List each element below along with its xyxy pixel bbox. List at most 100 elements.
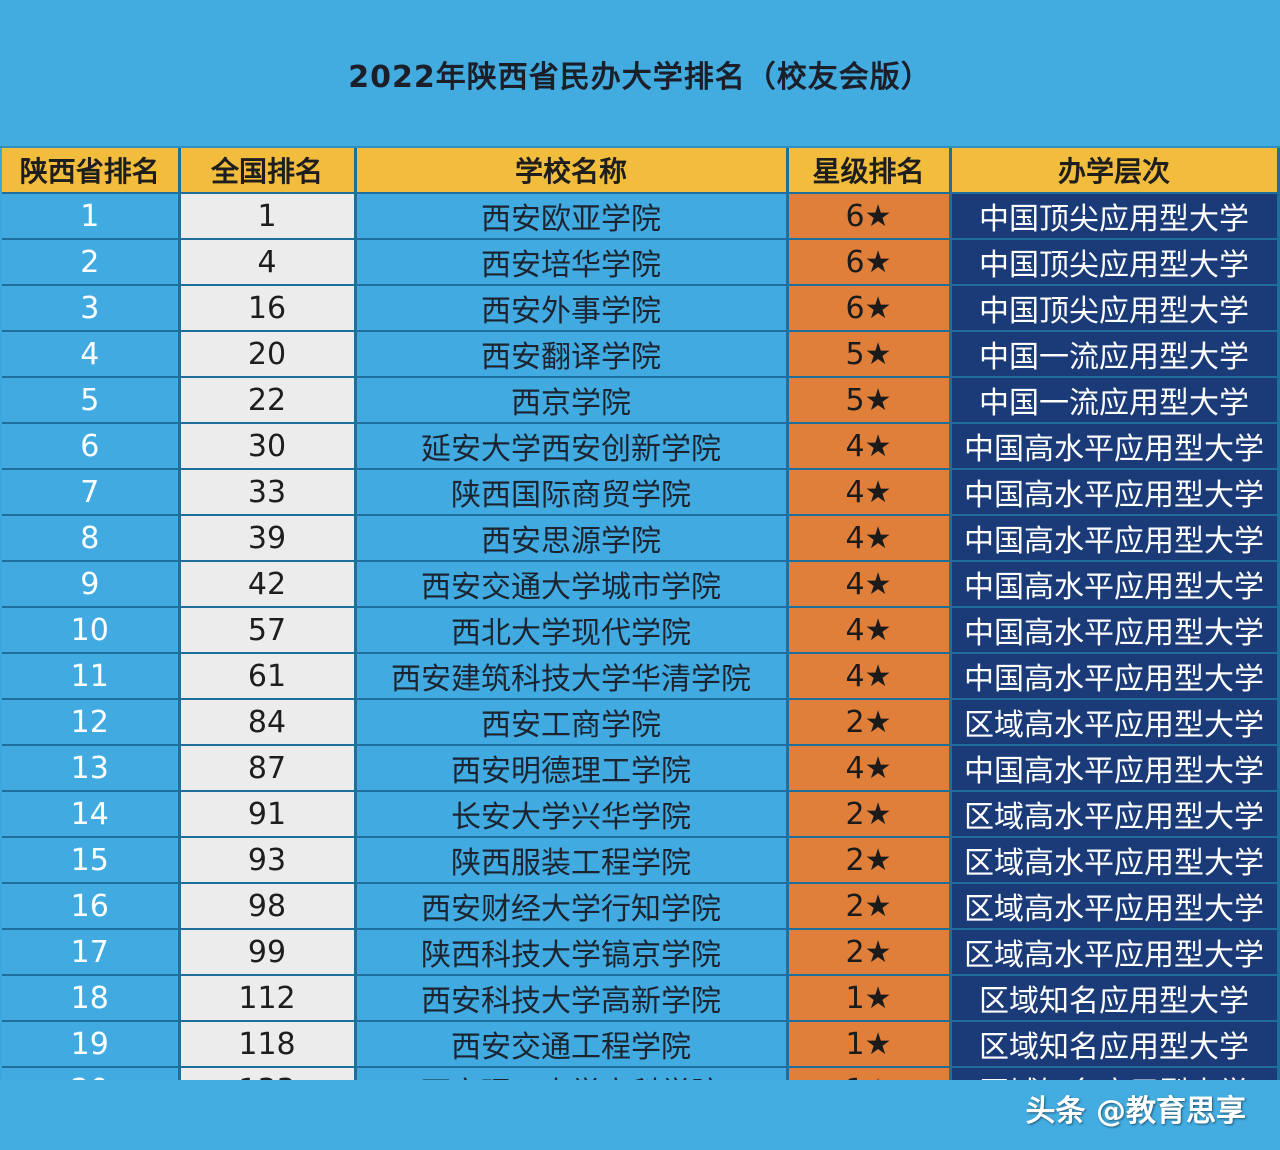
cell-level: 区域高水平应用型大学 [950, 791, 1280, 838]
table-row: 4 20 西安翻译学院 5★ 中国一流应用型大学 [2, 331, 1280, 378]
cell-level: 区域高水平应用型大学 [950, 699, 1280, 746]
cell-province-rank: 2 [2, 239, 181, 286]
cell-star-rank: 5★ [787, 331, 952, 378]
cell-star-rank: 2★ [787, 883, 952, 930]
cell-school-name: 陕西国际商贸学院 [355, 469, 789, 516]
table-row: 12 84 西安工商学院 2★ 区域高水平应用型大学 [2, 699, 1280, 746]
cell-national-rank: 16 [179, 285, 357, 332]
table-header: 陕西省排名 全国排名 学校名称 星级排名 办学层次 [2, 148, 1280, 194]
cell-level: 区域知名应用型大学 [950, 1021, 1280, 1068]
cell-school-name: 西安财经大学行知学院 [355, 883, 789, 930]
cell-level: 中国顶尖应用型大学 [950, 239, 1280, 286]
table-row: 17 99 陕西科技大学镐京学院 2★ 区域高水平应用型大学 [2, 929, 1280, 976]
cell-star-rank: 2★ [787, 929, 952, 976]
footer-band [0, 1080, 1280, 1150]
cell-province-rank: 17 [2, 929, 181, 976]
cell-school-name: 西安思源学院 [355, 515, 789, 562]
cell-star-rank: 6★ [787, 285, 952, 332]
cell-star-rank: 4★ [787, 561, 952, 608]
cell-province-rank: 19 [2, 1021, 181, 1068]
cell-province-rank: 5 [2, 377, 181, 424]
cell-level: 区域知名应用型大学 [950, 975, 1280, 1022]
cell-national-rank: 42 [179, 561, 357, 608]
cell-star-rank: 5★ [787, 377, 952, 424]
cell-star-rank: 4★ [787, 653, 952, 700]
cell-province-rank: 16 [2, 883, 181, 930]
table-row: 5 22 西京学院 5★ 中国一流应用型大学 [2, 377, 1280, 424]
cell-province-rank: 14 [2, 791, 181, 838]
cell-national-rank: 22 [179, 377, 357, 424]
cell-level: 中国高水平应用型大学 [950, 607, 1280, 654]
cell-national-rank: 118 [179, 1021, 357, 1068]
table-row: 18 112 西安科技大学高新学院 1★ 区域知名应用型大学 [2, 975, 1280, 1022]
cell-province-rank: 1 [2, 193, 181, 240]
cell-province-rank: 11 [2, 653, 181, 700]
cell-school-name: 西安交通工程学院 [355, 1021, 789, 1068]
cell-school-name: 延安大学西安创新学院 [355, 423, 789, 470]
cell-star-rank: 6★ [787, 239, 952, 286]
cell-school-name: 西安工商学院 [355, 699, 789, 746]
table-row: 7 33 陕西国际商贸学院 4★ 中国高水平应用型大学 [2, 469, 1280, 516]
cell-star-rank: 4★ [787, 515, 952, 562]
cell-star-rank: 2★ [787, 699, 952, 746]
cell-level: 中国顶尖应用型大学 [950, 193, 1280, 240]
cell-province-rank: 15 [2, 837, 181, 884]
cell-level: 中国高水平应用型大学 [950, 561, 1280, 608]
cell-national-rank: 84 [179, 699, 357, 746]
cell-level: 中国高水平应用型大学 [950, 745, 1280, 792]
cell-national-rank: 98 [179, 883, 357, 930]
table-row: 1 1 西安欧亚学院 6★ 中国顶尖应用型大学 [2, 193, 1280, 240]
table-row: 15 93 陕西服装工程学院 2★ 区域高水平应用型大学 [2, 837, 1280, 884]
cell-national-rank: 30 [179, 423, 357, 470]
cell-school-name: 西安交通大学城市学院 [355, 561, 789, 608]
header-national-rank: 全国排名 [179, 148, 357, 194]
cell-school-name: 西安欧亚学院 [355, 193, 789, 240]
cell-national-rank: 1 [179, 193, 357, 240]
header-row: 陕西省排名 全国排名 学校名称 星级排名 办学层次 [2, 148, 1280, 194]
cell-province-rank: 9 [2, 561, 181, 608]
header-school-name: 学校名称 [355, 148, 789, 194]
table-row: 13 87 西安明德理工学院 4★ 中国高水平应用型大学 [2, 745, 1280, 792]
cell-national-rank: 112 [179, 975, 357, 1022]
table-row: 14 91 长安大学兴华学院 2★ 区域高水平应用型大学 [2, 791, 1280, 838]
cell-national-rank: 4 [179, 239, 357, 286]
cell-province-rank: 6 [2, 423, 181, 470]
table-row: 16 98 西安财经大学行知学院 2★ 区域高水平应用型大学 [2, 883, 1280, 930]
table-row: 8 39 西安思源学院 4★ 中国高水平应用型大学 [2, 515, 1280, 562]
cell-school-name: 西安外事学院 [355, 285, 789, 332]
cell-level: 中国高水平应用型大学 [950, 469, 1280, 516]
table-row: 3 16 西安外事学院 6★ 中国顶尖应用型大学 [2, 285, 1280, 332]
table-row: 2 4 西安培华学院 6★ 中国顶尖应用型大学 [2, 239, 1280, 286]
cell-province-rank: 12 [2, 699, 181, 746]
cell-star-rank: 4★ [787, 607, 952, 654]
table-row: 19 118 西安交通工程学院 1★ 区域知名应用型大学 [2, 1021, 1280, 1068]
cell-school-name: 长安大学兴华学院 [355, 791, 789, 838]
cell-star-rank: 6★ [787, 193, 952, 240]
cell-level: 中国高水平应用型大学 [950, 653, 1280, 700]
table-row: 6 30 延安大学西安创新学院 4★ 中国高水平应用型大学 [2, 423, 1280, 470]
cell-school-name: 西安建筑科技大学华清学院 [355, 653, 789, 700]
table-body: 1 1 西安欧亚学院 6★ 中国顶尖应用型大学 2 4 西安培华学院 6★ 中国顶尖应用型大学 3 1… [2, 193, 1280, 1114]
cell-national-rank: 91 [179, 791, 357, 838]
table-row: 10 57 西北大学现代学院 4★ 中国高水平应用型大学 [2, 607, 1280, 654]
cell-level: 中国高水平应用型大学 [950, 515, 1280, 562]
cell-national-rank: 57 [179, 607, 357, 654]
cell-province-rank: 3 [2, 285, 181, 332]
cell-level: 区域高水平应用型大学 [950, 837, 1280, 884]
cell-star-rank: 4★ [787, 423, 952, 470]
cell-school-name: 西北大学现代学院 [355, 607, 789, 654]
cell-school-name: 陕西科技大学镐京学院 [355, 929, 789, 976]
header-level: 办学层次 [950, 148, 1280, 194]
cell-province-rank: 8 [2, 515, 181, 562]
cell-national-rank: 93 [179, 837, 357, 884]
cell-level: 区域高水平应用型大学 [950, 929, 1280, 976]
cell-level: 区域高水平应用型大学 [950, 883, 1280, 930]
title-band: 2022年陕西省民办大学排名（校友会版） [0, 0, 1280, 148]
table-row: 11 61 西安建筑科技大学华清学院 4★ 中国高水平应用型大学 [2, 653, 1280, 700]
ranking-table: 陕西省排名 全国排名 学校名称 星级排名 办学层次 1 1 西安欧亚学院 6★ 中国顶尖… [2, 148, 1280, 1114]
cell-school-name: 西安翻译学院 [355, 331, 789, 378]
cell-national-rank: 20 [179, 331, 357, 378]
cell-national-rank: 61 [179, 653, 357, 700]
cell-province-rank: 7 [2, 469, 181, 516]
